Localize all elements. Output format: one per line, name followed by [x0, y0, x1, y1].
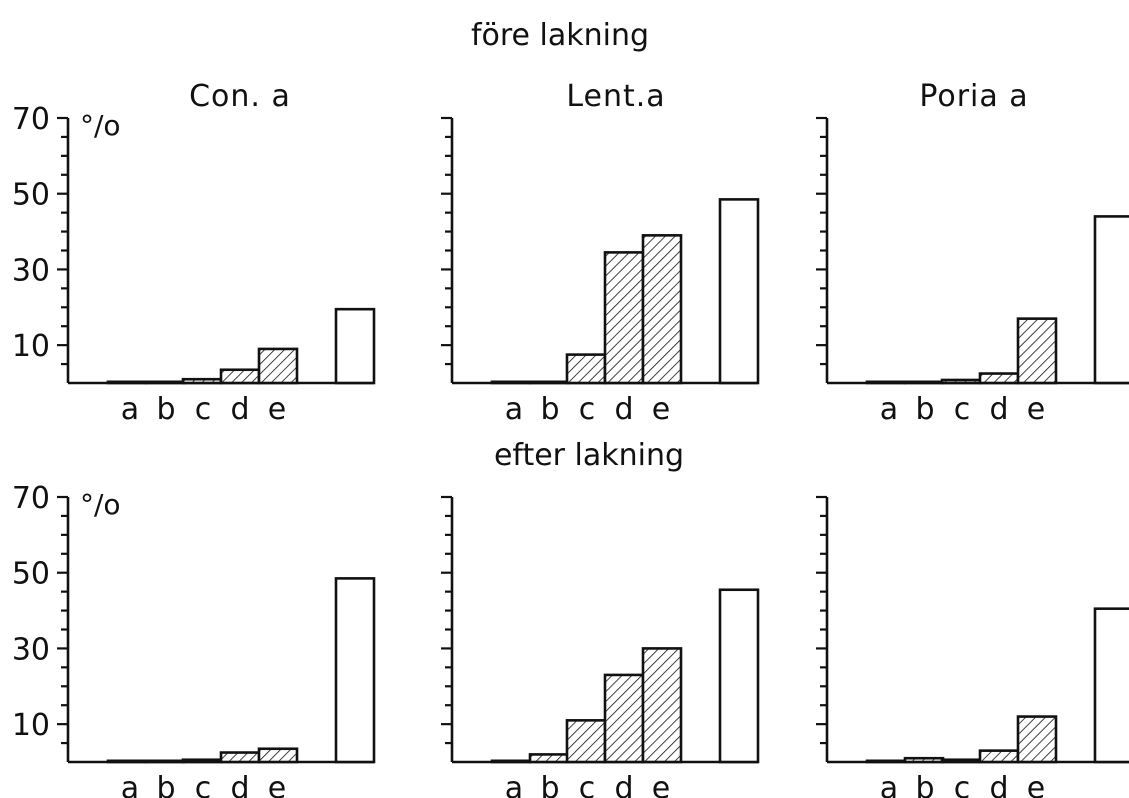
category-label: a — [121, 392, 139, 427]
panel-title-con-a: Con. a — [189, 79, 291, 114]
category-label: d — [230, 771, 249, 798]
category-label: e — [652, 392, 670, 427]
bar-a — [106, 380, 148, 385]
category-label: d — [989, 392, 1008, 427]
bar-d — [219, 751, 261, 764]
category-label: d — [614, 392, 633, 427]
bar-d — [978, 372, 1020, 385]
category-label: d — [614, 771, 633, 798]
category-label: c — [195, 771, 212, 798]
category-label: c — [195, 392, 212, 427]
category-label: b — [540, 392, 559, 427]
bar-b — [903, 756, 945, 764]
category-label: c — [579, 771, 596, 798]
panel-title-lent-a: Lent.a — [566, 79, 665, 114]
bar-d — [219, 368, 261, 385]
bar-total — [334, 577, 376, 764]
bar-b — [528, 380, 570, 385]
y-tick-label: 50 — [12, 557, 50, 592]
bar-e — [641, 234, 683, 385]
category-label: e — [268, 771, 286, 798]
category-label: a — [880, 771, 898, 798]
bar-b — [528, 753, 570, 764]
bar-e — [1016, 317, 1058, 385]
category-label: e — [1027, 392, 1045, 427]
category-label: d — [989, 771, 1008, 798]
category-label: c — [579, 392, 596, 427]
section-title-fore: före lakning — [471, 18, 649, 53]
bar-b — [144, 759, 186, 764]
y-tick-label: 30 — [12, 632, 50, 667]
category-label: a — [880, 392, 898, 427]
y-tick-label: 50 — [12, 178, 50, 213]
bar-c — [565, 353, 607, 385]
chart-panel-efter-con-a: 10 30 50 70 °/o a b c d e — [12, 481, 376, 798]
bar-a — [865, 380, 907, 385]
bar-d — [603, 673, 645, 764]
bar-b — [144, 380, 186, 385]
y-tick-label: 10 — [12, 708, 50, 743]
y-tick-label: 30 — [12, 253, 50, 288]
bar-d — [978, 749, 1020, 764]
category-label: c — [954, 392, 971, 427]
bar-a — [106, 759, 148, 764]
category-label: d — [230, 392, 249, 427]
category-label: b — [156, 771, 175, 798]
bar-e — [257, 347, 299, 385]
category-label: b — [540, 771, 559, 798]
y-tick-label: 70 — [12, 102, 50, 137]
bar-c — [181, 377, 223, 385]
bar-c — [565, 719, 607, 764]
bar-c — [940, 758, 982, 764]
bar-total — [1093, 607, 1129, 764]
bar-e — [257, 747, 299, 764]
bar-total — [718, 588, 760, 764]
category-label: e — [1027, 771, 1045, 798]
bar-e — [641, 647, 683, 764]
bar-total — [334, 307, 376, 385]
y-unit-label: °/o — [80, 488, 121, 521]
y-tick-label: 70 — [12, 481, 50, 516]
bar-a — [865, 759, 907, 764]
chart-panel-fore-con-a: 10 30 50 70 °/o a b c d e — [12, 102, 376, 427]
category-label: b — [915, 771, 934, 798]
bar-e — [1016, 715, 1058, 764]
category-label: b — [156, 392, 175, 427]
bar-a — [490, 380, 532, 385]
category-label: e — [652, 771, 670, 798]
category-label: e — [268, 392, 286, 427]
category-label: a — [505, 392, 523, 427]
bar-total — [1093, 215, 1129, 385]
category-label: a — [505, 771, 523, 798]
category-label: c — [954, 771, 971, 798]
section-title-efter: efter lakning — [494, 438, 684, 473]
bar-a — [490, 759, 532, 764]
bar-total — [718, 198, 760, 385]
category-label: a — [121, 771, 139, 798]
panel-title-poria-a: Poria a — [919, 79, 1028, 114]
bar-c — [940, 378, 982, 385]
bar-b — [903, 380, 945, 385]
y-tick-label: 10 — [12, 329, 50, 364]
bar-d — [603, 251, 645, 385]
category-label: b — [915, 392, 934, 427]
bar-c — [181, 758, 223, 764]
y-unit-label: °/o — [80, 109, 121, 142]
